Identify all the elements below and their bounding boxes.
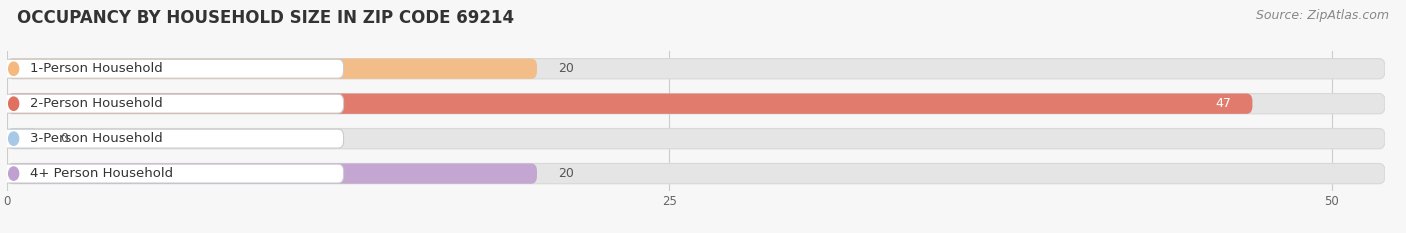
- Circle shape: [8, 97, 18, 110]
- Text: OCCUPANCY BY HOUSEHOLD SIZE IN ZIP CODE 69214: OCCUPANCY BY HOUSEHOLD SIZE IN ZIP CODE …: [17, 9, 515, 27]
- Text: 1-Person Household: 1-Person Household: [30, 62, 162, 75]
- Text: 20: 20: [558, 62, 574, 75]
- Circle shape: [8, 132, 18, 145]
- FancyBboxPatch shape: [0, 129, 343, 148]
- FancyBboxPatch shape: [7, 129, 39, 149]
- FancyBboxPatch shape: [7, 164, 1385, 184]
- FancyBboxPatch shape: [0, 94, 343, 113]
- Text: 47: 47: [1215, 97, 1232, 110]
- Circle shape: [8, 167, 18, 180]
- FancyBboxPatch shape: [7, 59, 1385, 79]
- Text: 3-Person Household: 3-Person Household: [30, 132, 162, 145]
- Text: 2-Person Household: 2-Person Household: [30, 97, 162, 110]
- FancyBboxPatch shape: [7, 59, 537, 79]
- Text: 0: 0: [60, 132, 67, 145]
- FancyBboxPatch shape: [0, 59, 343, 78]
- Text: 4+ Person Household: 4+ Person Household: [30, 167, 173, 180]
- FancyBboxPatch shape: [7, 129, 1385, 149]
- FancyBboxPatch shape: [7, 93, 1385, 114]
- FancyBboxPatch shape: [0, 164, 343, 183]
- Text: Source: ZipAtlas.com: Source: ZipAtlas.com: [1256, 9, 1389, 22]
- FancyBboxPatch shape: [7, 93, 1253, 114]
- FancyBboxPatch shape: [7, 164, 537, 184]
- Text: 20: 20: [558, 167, 574, 180]
- Circle shape: [8, 62, 18, 75]
